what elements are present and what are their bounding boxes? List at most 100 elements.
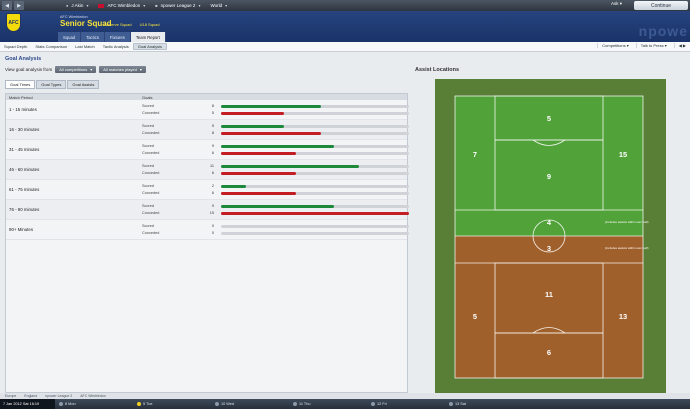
column-match-period[interactable]: Match Period	[9, 94, 33, 100]
day-thu[interactable]: 11 Thu	[289, 402, 367, 406]
subtab-goal-times[interactable]: Goal Times	[5, 80, 36, 89]
day-wed[interactable]: 10 Wed	[211, 402, 289, 406]
continue-button[interactable]: Continue	[634, 1, 688, 10]
table-row[interactable]: 61 - 75 minutes Scored 2 Conceded 6	[6, 180, 409, 200]
breadcrumb-club[interactable]: AFC Wimbledon	[80, 394, 106, 398]
conceded-label: Conceded	[142, 131, 160, 135]
arrow-right-icon: ▶	[17, 2, 21, 9]
breadcrumb-europe[interactable]: Europe	[5, 394, 17, 398]
conceded-label: Conceded	[142, 111, 160, 115]
subnav-goal-analysis[interactable]: Goal Analysis	[132, 43, 167, 50]
day-tue[interactable]: 9 Tue	[133, 402, 211, 406]
competition-select[interactable]: All competitions ▾	[55, 66, 97, 73]
zone-note-defend: (includes assists within own half)	[605, 246, 649, 250]
u18-squad-link[interactable]: U18 Squad	[139, 22, 160, 27]
scored-bar-track	[221, 225, 409, 228]
zone-top-center: 9	[546, 171, 552, 181]
manager-name: J Akin	[71, 3, 84, 8]
forward-button[interactable]: ▶	[14, 1, 24, 10]
conceded-label: Conceded	[142, 151, 160, 155]
conceded-bar	[221, 172, 297, 175]
competitions-dropdown[interactable]: Competitions ▾	[597, 43, 632, 48]
scored-bar	[221, 145, 334, 148]
club-badge: AFC	[6, 13, 21, 32]
breadcrumb-league[interactable]: npower League 2	[45, 394, 73, 398]
assist-pitch: 5 7 9 15 4 (includes assists within own …	[435, 79, 666, 395]
table-row[interactable]: 90+ Minutes Scored 0 Conceded 0	[6, 220, 409, 240]
league-menu-label: npower League 2	[160, 3, 196, 8]
matches-select[interactable]: All matches played ▾	[99, 66, 146, 73]
day-label: 10 Wed	[221, 402, 235, 406]
subnav-squad-depth[interactable]: Squad Depth	[4, 44, 28, 49]
subnav-last-match[interactable]: Last Match	[75, 44, 95, 49]
zone-bottom-left: 5	[472, 311, 478, 321]
club-badge-text: AFC	[8, 19, 19, 26]
filter-label: View goal analysis from	[5, 67, 53, 72]
back-button[interactable]: ◀	[2, 1, 12, 10]
day-label: 11 Thu	[299, 402, 311, 406]
match-period-label: 46 - 60 minutes	[9, 167, 40, 172]
table-body: 1 - 15 minutes Scored 8 Conceded 5 16 - 30 mi…	[6, 100, 409, 240]
trophy-icon: ■	[155, 3, 158, 8]
chevron-down-icon: ▾	[198, 3, 201, 8]
subtab-goal-assists[interactable]: Goal Assists	[67, 80, 100, 89]
world-menu-label: World	[210, 3, 223, 8]
scored-value: 5	[211, 124, 214, 128]
ask-label: Ask	[610, 1, 619, 6]
conceded-bar-track	[221, 232, 409, 235]
zone-bottom-right: 13	[618, 311, 628, 321]
tab-tactics[interactable]: Tactics	[81, 32, 105, 42]
world-menu[interactable]: World ▾	[210, 3, 227, 8]
current-date[interactable]: 7 Jan 2012 Sat 16:19	[0, 399, 55, 409]
breadcrumb-england[interactable]: England	[24, 394, 38, 398]
day-fri[interactable]: 12 Fri	[367, 402, 445, 406]
day-dot-icon	[293, 402, 297, 406]
day-dot-icon	[371, 402, 375, 406]
tab-fixtures[interactable]: Fixtures	[104, 32, 131, 42]
conceded-bar	[221, 112, 284, 115]
table-row[interactable]: 46 - 60 minutes Scored 11 Conceded 6	[6, 160, 409, 180]
scored-bar-track	[221, 185, 409, 188]
reserve-squad-link[interactable]: Reserve Squad	[104, 22, 132, 27]
conceded-value: 15	[209, 211, 214, 215]
zone-top-center-upper: 5	[546, 113, 552, 123]
subtab-goal-types[interactable]: Goal Types	[36, 80, 67, 89]
assist-title: Assist Locations	[415, 67, 460, 73]
manager-menu[interactable]: ● J Akin ▾	[66, 3, 88, 8]
column-goals[interactable]: Goals	[142, 94, 153, 100]
scored-value: 8	[211, 104, 214, 108]
scored-bar-track	[221, 165, 409, 168]
talk-to-press-dropdown[interactable]: Talk to Press ▾	[635, 43, 671, 48]
day-mon[interactable]: 8 Mon	[55, 402, 133, 406]
conceded-bar	[221, 192, 297, 195]
zone-bottom-center: 11	[545, 289, 553, 299]
conceded-bar-track	[221, 152, 409, 155]
defending-third	[455, 263, 643, 378]
scored-label: Scored	[142, 144, 155, 148]
tab-squad[interactable]: Squad	[58, 32, 82, 42]
day-dot-icon	[215, 402, 219, 406]
conceded-value: 6	[211, 171, 214, 175]
table-row[interactable]: 1 - 15 minutes Scored 8 Conceded 5	[6, 100, 409, 120]
club-menu[interactable]: AFC Wimbledon ▾	[98, 3, 145, 8]
match-period-label: 76 - 90 minutes	[9, 207, 40, 212]
breadcrumb: Europe England npower League 2 AFC Wimbl…	[0, 393, 690, 399]
ask-button[interactable]: Ask ▾	[610, 1, 622, 6]
league-menu[interactable]: ■ npower League 2 ▾	[155, 3, 200, 8]
table-row[interactable]: 31 - 45 minutes Scored 9 Conceded 6	[6, 140, 409, 160]
table-row[interactable]: 16 - 30 minutes Scored 5 Conceded 8	[6, 120, 409, 140]
page-arrows[interactable]: ◀ ▶	[673, 43, 690, 48]
attacking-third	[455, 96, 643, 210]
conceded-bar	[221, 152, 297, 155]
subnav-stats-comparison[interactable]: Stats Comparison	[35, 44, 68, 49]
tab-team-report[interactable]: Team Report	[130, 32, 166, 42]
table-row[interactable]: 76 - 90 minutes Scored 9 Conceded 15	[6, 200, 409, 220]
defending-middle	[455, 236, 643, 263]
day-label: 8 Mon	[65, 402, 76, 406]
day-label: 9 Tue	[143, 402, 153, 406]
day-dot-icon	[449, 402, 453, 406]
conceded-label: Conceded	[142, 191, 160, 195]
scored-bar	[221, 105, 322, 108]
day-sat[interactable]: 13 Sat	[445, 402, 523, 406]
subnav-tactic-analysis[interactable]: Tactic Analysis	[102, 44, 129, 49]
